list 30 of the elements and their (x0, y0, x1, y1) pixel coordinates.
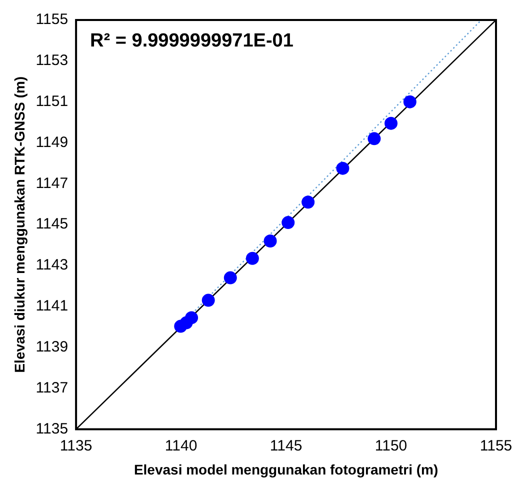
point (384, 116, 398, 130)
point (302, 196, 315, 209)
x-tick-label: 1145 (270, 437, 302, 454)
y-axis-title: Elevasi diukur menggunakan RTK-GNSS (m) (11, 76, 28, 373)
point (282, 216, 295, 230)
x-axis-title: Elevasi model menggunakan fotogrametri (m) (134, 461, 438, 478)
y-tick-label: 1143 (36, 256, 68, 274)
x-tick-label: 1140 (164, 437, 198, 454)
y-tick-label: 1149 (36, 134, 68, 151)
y-tick-label: 1151 (36, 92, 68, 110)
x-tick-label: 1150 (374, 437, 408, 454)
point (224, 271, 237, 284)
y-tick-label: 1145 (36, 216, 68, 233)
y-tick-label: 1137 (36, 379, 68, 396)
point (246, 252, 259, 265)
y-tick-label: 1135 (36, 420, 68, 438)
y-tick-label: 1153 (36, 52, 68, 70)
y-tick-label: 1155 (36, 11, 68, 28)
point (185, 311, 198, 324)
point (264, 234, 277, 248)
y-tick-label: 1141 (36, 298, 68, 315)
point (202, 294, 215, 307)
point (403, 95, 416, 108)
annotation: R² = 9.9999999971E-01 (90, 30, 294, 52)
y-tick-label: 1147 (36, 174, 68, 192)
x-tick-label: 1155 (480, 437, 512, 454)
y-tick-label: 1139 (36, 338, 68, 356)
point (336, 162, 350, 175)
point (368, 132, 381, 146)
x-tick-label: 1135 (60, 437, 92, 454)
